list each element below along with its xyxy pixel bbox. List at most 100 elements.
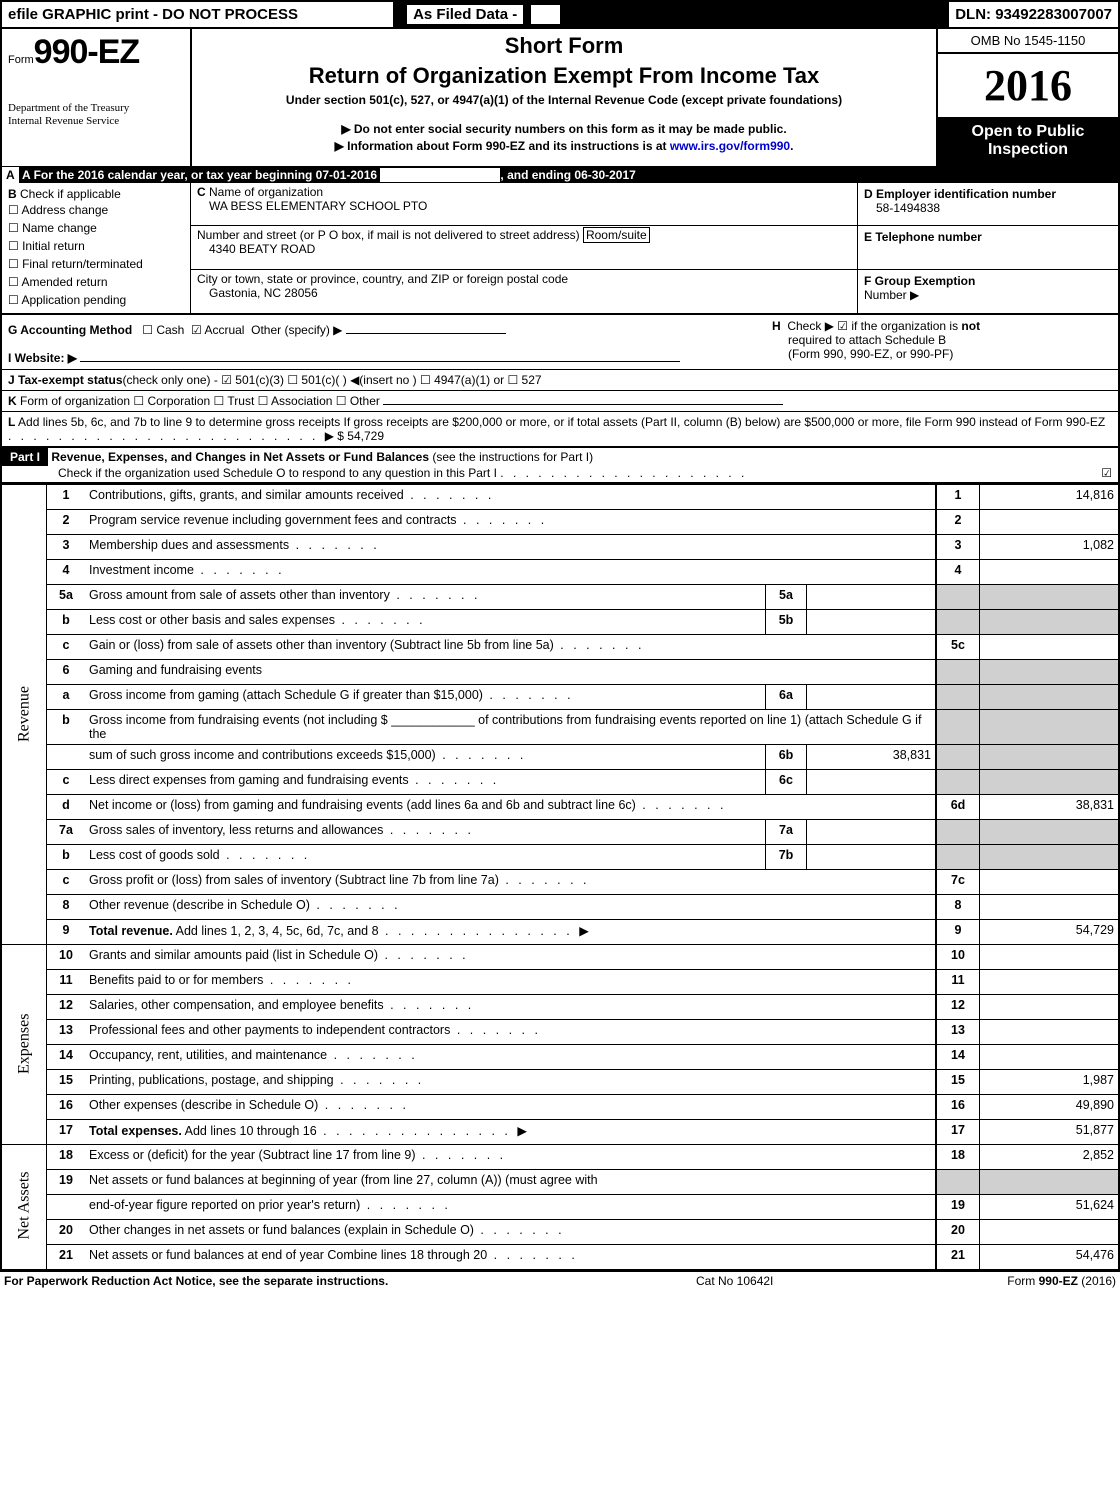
outer-val: 49,890: [980, 1094, 1119, 1119]
outer-num: 16: [936, 1094, 980, 1119]
h-label: H: [772, 319, 781, 333]
part1-label: Part I: [2, 448, 48, 466]
line-desc: Program service revenue including govern…: [85, 509, 936, 534]
form-label: Form: [8, 54, 34, 66]
open-line2: Inspection: [988, 141, 1068, 158]
k-label: K: [8, 394, 17, 408]
outer-val: [980, 709, 1119, 744]
header: Form990-EZ Department of the Treasury In…: [2, 29, 1118, 168]
inner-num: 5a: [766, 584, 807, 609]
outer-num: [936, 609, 980, 634]
line-desc: Other revenue (describe in Schedule O) .…: [85, 894, 936, 919]
outer-val: [980, 509, 1119, 534]
col-b: B Check if applicable ☐ Address change ☐…: [2, 183, 191, 313]
outer-val: [980, 1019, 1119, 1044]
ein-value: 58-1494838: [864, 201, 940, 215]
line-num: 16: [47, 1094, 86, 1119]
chk-final-return: Final return/terminated: [22, 257, 143, 271]
line-num: c: [47, 769, 86, 794]
g-label: G Accounting Method: [8, 323, 132, 337]
line-desc: Gain or (loss) from sale of assets other…: [85, 634, 936, 659]
line-desc: Total expenses. Add lines 10 through 16 …: [85, 1119, 936, 1144]
line-num: 1: [47, 484, 86, 509]
line-desc: Salaries, other compensation, and employ…: [85, 994, 936, 1019]
g-cash: ☐ Cash: [142, 323, 184, 337]
outer-num: [936, 744, 980, 769]
outer-val: [980, 1219, 1119, 1244]
outer-num: 12: [936, 994, 980, 1019]
line-num: 20: [47, 1219, 86, 1244]
outer-num: 6d: [936, 794, 980, 819]
part1-checkbox: ☑: [1101, 466, 1118, 480]
open-inspection: Open to Public Inspection: [938, 117, 1118, 166]
outer-val: 14,816: [980, 484, 1119, 509]
outer-num: 9: [936, 919, 980, 944]
a-label: A: [2, 167, 19, 183]
line-desc: Net assets or fund balances at beginning…: [85, 1169, 936, 1194]
title-short-form: Short Form: [200, 33, 928, 59]
outer-num: [936, 844, 980, 869]
l-text: Add lines 5b, 6c, and 7b to line 9 to de…: [18, 415, 1105, 429]
outer-num: 18: [936, 1144, 980, 1169]
outer-num: 4: [936, 559, 980, 584]
c-name: C Name of organization WA BESS ELEMENTAR…: [191, 183, 857, 227]
chk-address-change: Address change: [21, 203, 108, 217]
footer-notice: For Paperwork Reduction Act Notice, see …: [4, 1274, 696, 1288]
city-label: City or town, state or province, country…: [197, 272, 568, 286]
line-num: 12: [47, 994, 86, 1019]
form-number: 990-EZ: [34, 33, 140, 71]
line-desc: Contributions, gifts, grants, and simila…: [85, 484, 936, 509]
c-name-label: Name of organization: [209, 185, 323, 199]
outer-val: [980, 1169, 1119, 1194]
outer-num: 1: [936, 484, 980, 509]
outer-val: [980, 744, 1119, 769]
outer-val: [980, 1044, 1119, 1069]
subtitle: Under section 501(c), 527, or 4947(a)(1)…: [200, 93, 928, 107]
outer-val: [980, 634, 1119, 659]
form-box: Form990-EZ Department of the Treasury In…: [2, 29, 192, 166]
row-gh: G Accounting Method ☐ Cash ☑ Accrual Oth…: [2, 315, 1118, 370]
part1-header: Part I Revenue, Expenses, and Changes in…: [2, 446, 1118, 484]
inner-val: [807, 609, 937, 634]
outer-num: 21: [936, 1244, 980, 1269]
outer-val: 54,729: [980, 919, 1119, 944]
outer-num: 2: [936, 509, 980, 534]
outer-val: [980, 969, 1119, 994]
line-num: 3: [47, 534, 86, 559]
notices: ▶ Do not enter social security numbers o…: [200, 121, 928, 155]
col-def: D Employer identification number 58-1494…: [857, 183, 1118, 313]
f-group: F Group Exemption Number ▶: [858, 270, 1118, 313]
outer-num: 5c: [936, 634, 980, 659]
outer-val: 38,831: [980, 794, 1119, 819]
h-text1: Check ▶ ☑ if the organization is: [787, 319, 961, 333]
l-dots: . . . . . . . . . . . . . . . . . . . . …: [8, 429, 325, 443]
line-num: d: [47, 794, 86, 819]
line-desc: Gross sales of inventory, less returns a…: [85, 819, 766, 844]
line-num: b: [47, 844, 86, 869]
omb-number: OMB No 1545-1150: [938, 29, 1118, 54]
line-num: 21: [47, 1244, 86, 1269]
outer-val: 2,852: [980, 1144, 1119, 1169]
b-checkboxes: ☐ Address change ☐ Name change ☐ Initial…: [8, 201, 184, 309]
outer-val: [980, 894, 1119, 919]
room-label: Room/suite: [583, 227, 650, 243]
inner-val: [807, 584, 937, 609]
dept-treasury: Department of the Treasury: [8, 102, 129, 114]
line-desc: Investment income . . . . . . .: [85, 559, 936, 584]
part1-see: (see the instructions for Part I): [432, 450, 593, 464]
h-text2: required to attach Schedule B: [772, 333, 946, 347]
line-desc: Gross income from fundraising events (no…: [85, 709, 936, 744]
line-num: [47, 1194, 86, 1219]
line-num: 6: [47, 659, 86, 684]
outer-num: [936, 819, 980, 844]
outer-val: [980, 609, 1119, 634]
line-desc: end-of-year figure reported on prior yea…: [85, 1194, 936, 1219]
line-num: a: [47, 684, 86, 709]
outer-num: 14: [936, 1044, 980, 1069]
part1-inst-text: Check if the organization used Schedule …: [58, 466, 497, 480]
line-desc: sum of such gross income and contributio…: [85, 744, 766, 769]
outer-num: 7c: [936, 869, 980, 894]
line-desc: Total revenue. Add lines 1, 2, 3, 4, 5c,…: [85, 919, 936, 944]
link-form990[interactable]: www.irs.gov/form990: [670, 139, 790, 153]
outer-num: [936, 769, 980, 794]
